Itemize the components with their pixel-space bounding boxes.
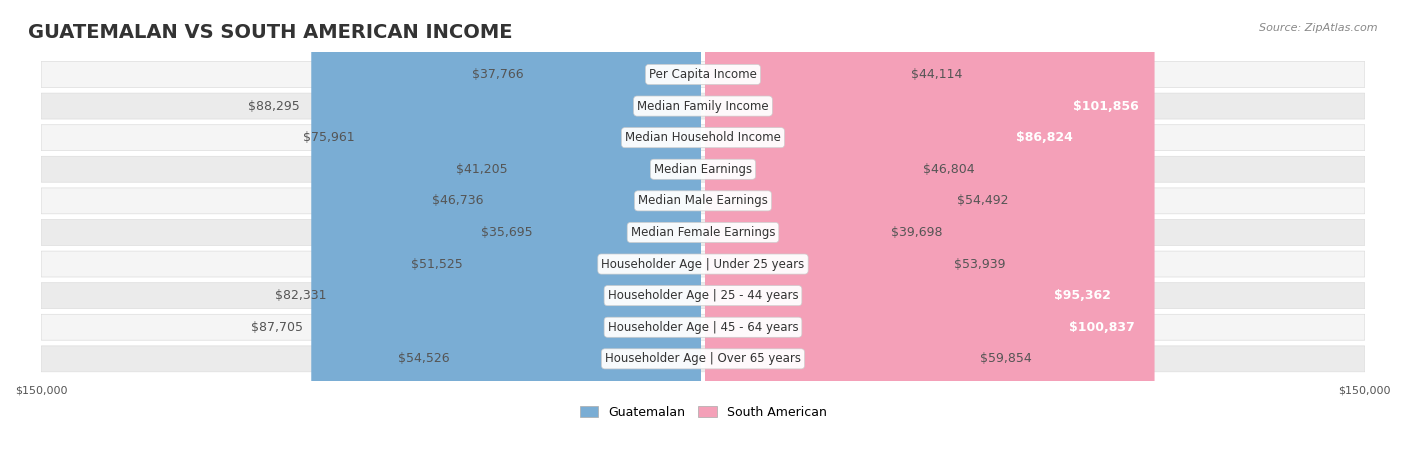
FancyBboxPatch shape [41, 314, 1365, 340]
Text: Median Female Earnings: Median Female Earnings [631, 226, 775, 239]
FancyBboxPatch shape [41, 219, 1365, 246]
Text: $101,856: $101,856 [1073, 99, 1139, 113]
FancyBboxPatch shape [41, 156, 1365, 182]
Text: $88,295: $88,295 [249, 99, 301, 113]
FancyBboxPatch shape [519, 0, 700, 467]
Text: Householder Age | Over 65 years: Householder Age | Over 65 years [605, 352, 801, 365]
Text: $41,205: $41,205 [457, 163, 508, 176]
FancyBboxPatch shape [41, 251, 1365, 277]
FancyBboxPatch shape [460, 0, 700, 467]
Text: Median Household Income: Median Household Income [626, 131, 780, 144]
Text: $95,362: $95,362 [1053, 289, 1111, 302]
FancyBboxPatch shape [41, 346, 1365, 372]
FancyBboxPatch shape [41, 283, 1365, 309]
FancyBboxPatch shape [706, 0, 900, 467]
Text: Householder Age | 25 - 44 years: Householder Age | 25 - 44 years [607, 289, 799, 302]
FancyBboxPatch shape [534, 0, 700, 467]
FancyBboxPatch shape [706, 0, 969, 467]
FancyBboxPatch shape [706, 0, 1088, 467]
FancyBboxPatch shape [706, 0, 946, 467]
FancyBboxPatch shape [706, 0, 1154, 467]
Text: $37,766: $37,766 [471, 68, 523, 81]
Text: $46,804: $46,804 [922, 163, 974, 176]
Text: $53,939: $53,939 [955, 258, 1005, 270]
Text: $54,526: $54,526 [398, 352, 449, 365]
Text: $35,695: $35,695 [481, 226, 533, 239]
Text: $59,854: $59,854 [980, 352, 1032, 365]
FancyBboxPatch shape [41, 62, 1365, 87]
FancyBboxPatch shape [474, 0, 700, 467]
FancyBboxPatch shape [706, 0, 943, 467]
Text: Per Capita Income: Per Capita Income [650, 68, 756, 81]
Text: $39,698: $39,698 [891, 226, 943, 239]
Text: Householder Age | 45 - 64 years: Householder Age | 45 - 64 years [607, 321, 799, 334]
Text: Householder Age | Under 25 years: Householder Age | Under 25 years [602, 258, 804, 270]
Text: GUATEMALAN VS SOUTH AMERICAN INCOME: GUATEMALAN VS SOUTH AMERICAN INCOME [28, 23, 513, 42]
FancyBboxPatch shape [311, 0, 700, 467]
Text: $51,525: $51,525 [411, 258, 463, 270]
Text: $100,837: $100,837 [1069, 321, 1135, 334]
FancyBboxPatch shape [314, 0, 700, 467]
FancyBboxPatch shape [41, 188, 1365, 214]
FancyBboxPatch shape [706, 0, 1150, 467]
FancyBboxPatch shape [706, 0, 880, 467]
FancyBboxPatch shape [337, 0, 700, 467]
Text: $82,331: $82,331 [276, 289, 326, 302]
FancyBboxPatch shape [495, 0, 700, 467]
Text: Median Family Income: Median Family Income [637, 99, 769, 113]
Text: $54,492: $54,492 [956, 194, 1008, 207]
FancyBboxPatch shape [366, 0, 700, 467]
Legend: Guatemalan, South American: Guatemalan, South American [575, 401, 831, 424]
Text: $87,705: $87,705 [250, 321, 302, 334]
Text: $44,114: $44,114 [911, 68, 962, 81]
FancyBboxPatch shape [41, 93, 1365, 119]
FancyBboxPatch shape [543, 0, 700, 467]
Text: $46,736: $46,736 [432, 194, 484, 207]
Text: $75,961: $75,961 [304, 131, 354, 144]
FancyBboxPatch shape [706, 0, 1126, 467]
Text: Median Male Earnings: Median Male Earnings [638, 194, 768, 207]
Text: Median Earnings: Median Earnings [654, 163, 752, 176]
Text: Source: ZipAtlas.com: Source: ZipAtlas.com [1260, 23, 1378, 33]
FancyBboxPatch shape [706, 0, 911, 467]
FancyBboxPatch shape [41, 125, 1365, 151]
Text: $86,824: $86,824 [1017, 131, 1073, 144]
